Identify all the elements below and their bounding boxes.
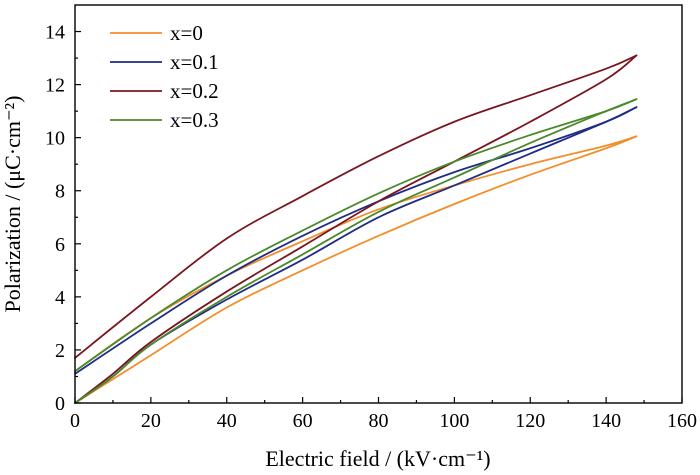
series-2-upper-branch [74,54,638,359]
y-tick-label: 4 [55,287,65,309]
legend-label-1: x=0.1 [170,50,219,74]
series-2-lower-branch [74,54,638,404]
y-axis-label: Polarization / (μC·cm⁻²) [0,96,25,313]
series-2 [74,54,638,404]
plot-frame [74,4,683,404]
x-tick-label: 40 [217,410,237,432]
x-tick-label: 80 [369,410,389,432]
x-tick-label: 100 [439,410,469,432]
x-tick-label: 120 [515,410,545,432]
legend-label-2: x=0.2 [170,79,219,103]
x-tick-label: 160 [667,410,697,432]
axes [74,4,683,404]
series-3 [74,98,638,404]
x-tick-label: 20 [141,410,161,432]
y-tick-label: 12 [45,75,65,97]
legend: x=0 x=0.1 x=0.2 x=0.3 [110,21,219,132]
series-1 [74,106,638,404]
legend-label-0: x=0 [170,21,203,45]
y-tick-label: 2 [55,340,65,362]
x-axis-label: Electric field / (kV·cm⁻¹) [265,446,490,471]
series-3-upper-branch [74,98,638,373]
x-tick-label: 60 [293,410,313,432]
y-tick-label: 14 [45,22,65,44]
legend-label-3: x=0.3 [170,108,219,132]
series-1-upper-branch [74,106,638,375]
series-0-lower-branch [74,135,638,404]
series-3-lower-branch [74,98,638,404]
series-1-lower-branch [74,106,638,404]
x-tick-label: 0 [70,410,80,432]
y-axis-ticks: 0 2 4 6 8 10 12 14 [45,22,81,415]
plot-area [74,54,638,404]
y-tick-label: 8 [55,181,65,203]
x-tick-label: 140 [591,410,621,432]
x-axis-ticks: 0 20 40 60 80 100 120 140 160 [70,397,697,432]
y-tick-label: 10 [45,128,65,150]
y-tick-label: 0 [55,393,65,415]
series-0 [74,135,638,404]
y-tick-label: 6 [55,234,65,256]
